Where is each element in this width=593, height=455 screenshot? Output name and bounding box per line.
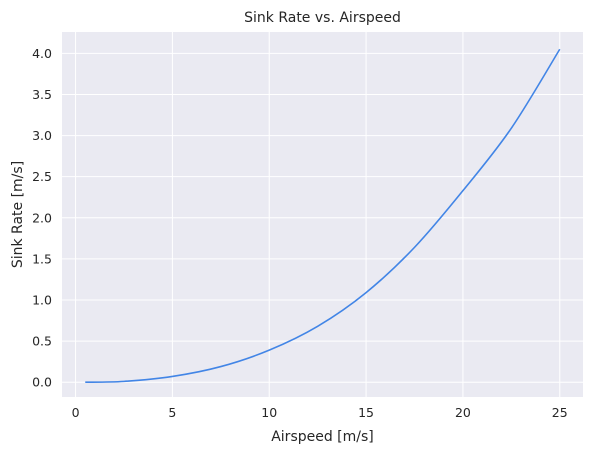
- x-tick-label: 15: [358, 405, 374, 420]
- y-tick-label: 0.5: [32, 334, 52, 349]
- tick-labels: 0 5 10 15 20 25 0.0 0.5 1.0 1.5 2.0 2.5 3.0 3.5 4.0: [32, 46, 568, 420]
- y-tick-label: 3.0: [32, 128, 52, 143]
- chart-title: Sink Rate vs. Airspeed: [244, 10, 401, 26]
- y-tick-label: 3.5: [32, 87, 52, 102]
- x-tick-label: 20: [455, 405, 471, 420]
- sink-rate-line: [85, 48, 561, 383]
- y-tick-label: 1.5: [32, 251, 52, 266]
- x-tick-label: 25: [552, 405, 568, 420]
- y-tick-label: 4.0: [32, 46, 52, 61]
- y-axis-label: Sink Rate [m/s]: [10, 161, 26, 268]
- plot-area: [62, 32, 583, 397]
- grid-lines: [62, 32, 583, 397]
- x-tick-label: 10: [261, 405, 277, 420]
- x-axis-label: Airspeed [m/s]: [271, 429, 374, 445]
- y-tick-label: 1.0: [32, 292, 52, 307]
- x-tick-label: 0: [72, 405, 80, 420]
- y-tick-label: 2.5: [32, 169, 52, 184]
- y-tick-label: 0.0: [32, 375, 52, 390]
- x-tick-label: 5: [168, 405, 176, 420]
- y-tick-label: 2.0: [32, 210, 52, 225]
